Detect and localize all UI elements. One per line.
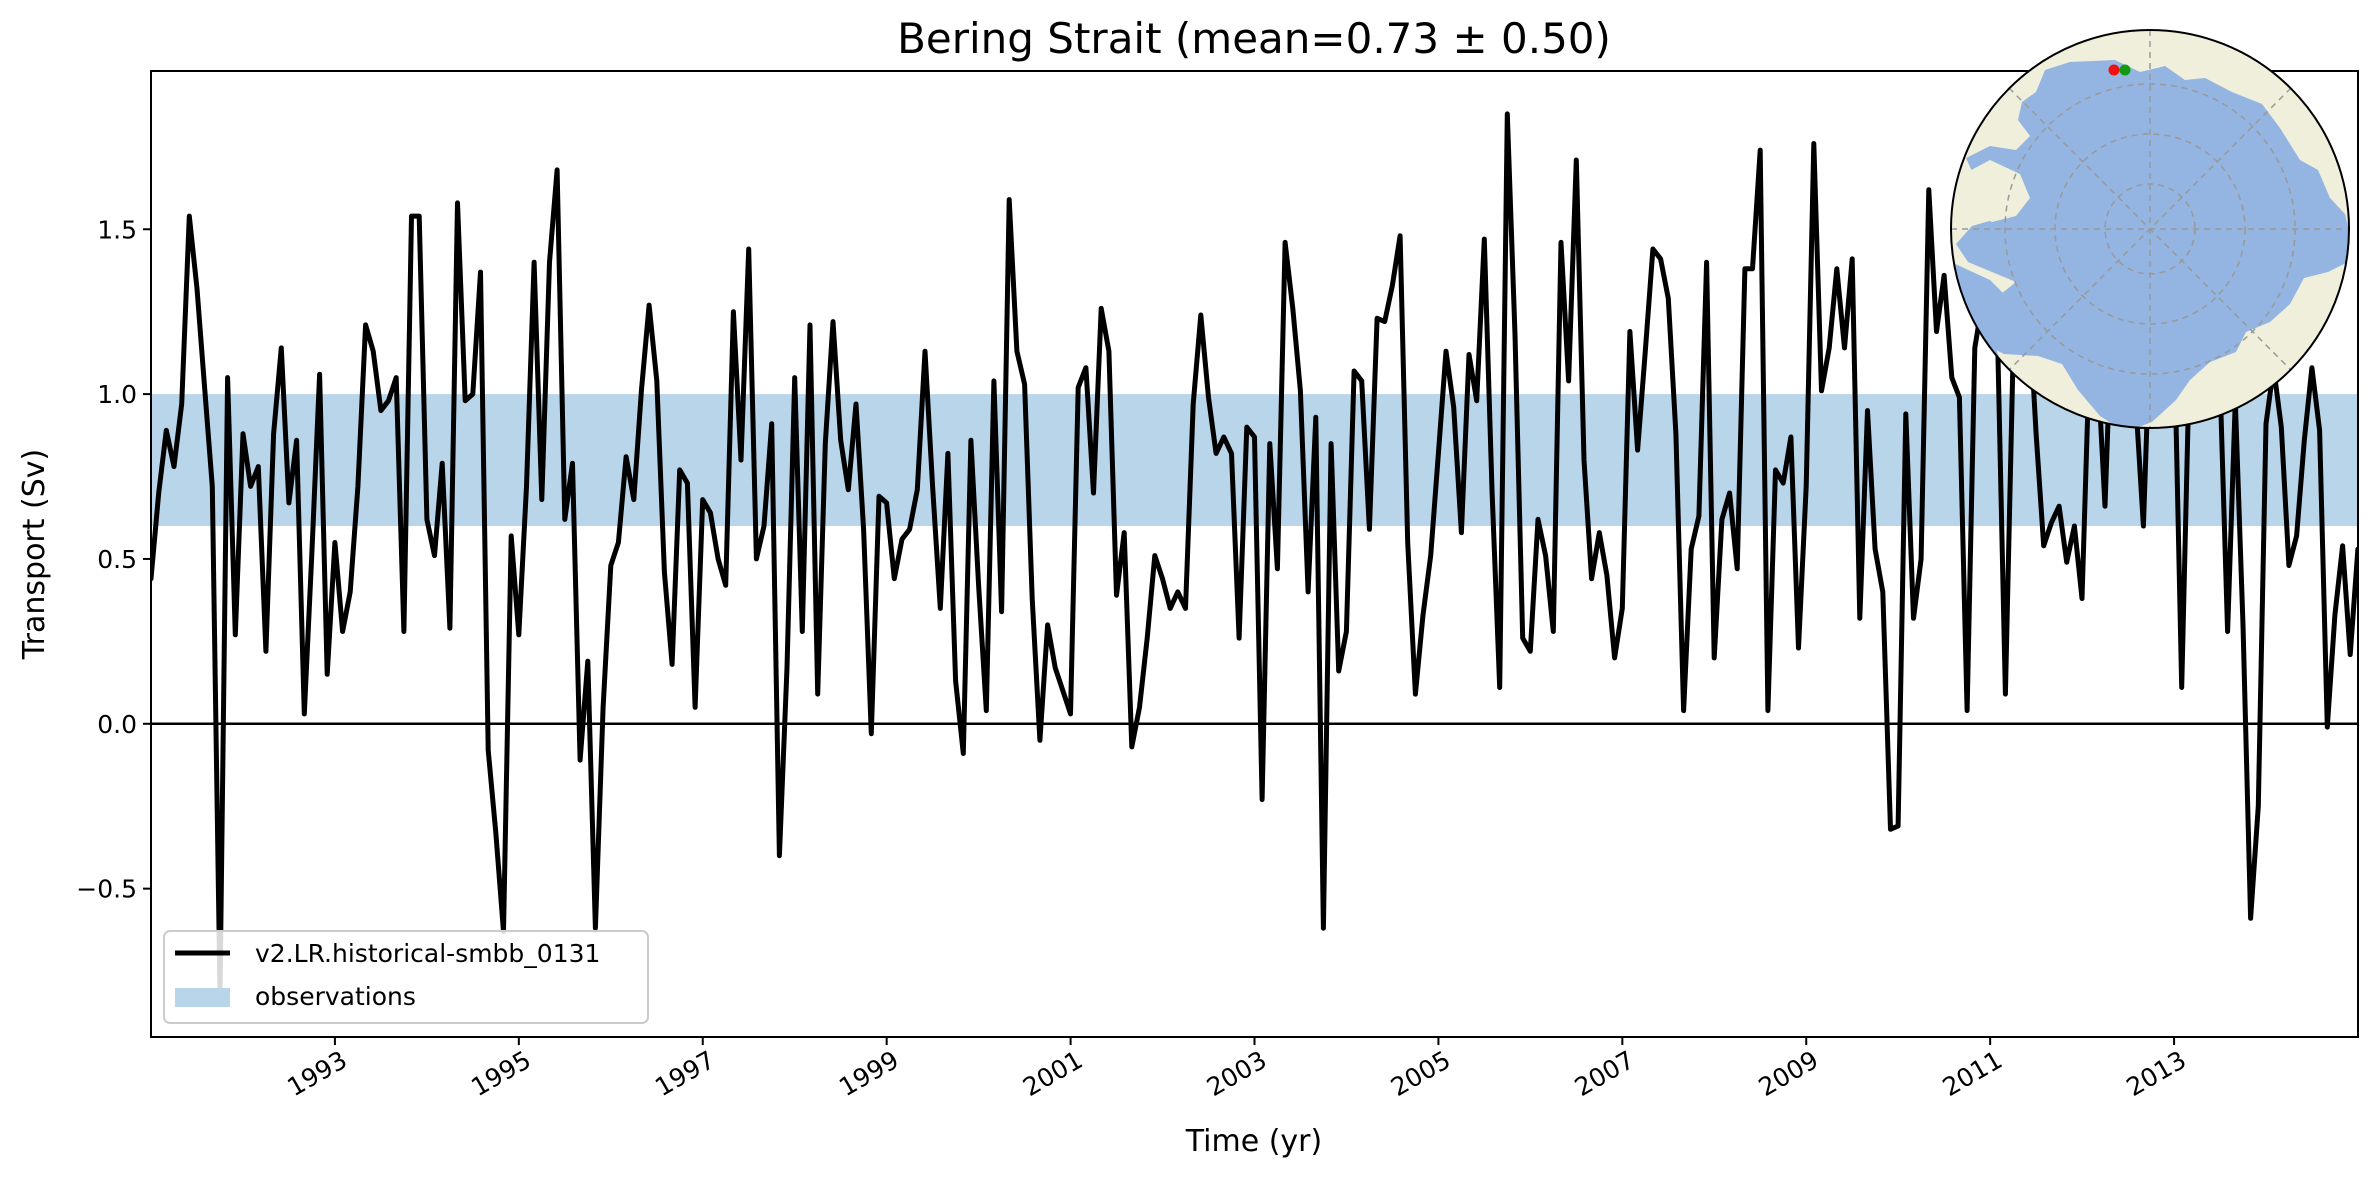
legend-band-swatch: [175, 988, 230, 1007]
y-axis-label: Transport (Sv): [17, 449, 52, 661]
chart-title: Bering Strait (mean=0.73 ± 0.50): [897, 14, 1611, 63]
legend: v2.LR.historical-smbb_0131 observations: [163, 930, 649, 1024]
x-tick-label: 2009: [1754, 1045, 1824, 1102]
x-tick-label: 1993: [282, 1045, 352, 1102]
arctic-ocean-shape: [1951, 60, 2349, 428]
legend-box: [163, 930, 649, 1024]
x-tick-label: 1999: [834, 1045, 904, 1102]
y-tick-label: 0.0: [97, 710, 137, 739]
greenland-shape: [1960, 160, 2030, 222]
x-axis-ticks: 1993 1995 1997 1999 2001 2003 2005 2007 2009 2011…: [282, 1037, 2191, 1102]
x-tick-label: 2003: [1202, 1045, 1272, 1102]
y-axis-ticks: −0.5 0.0 0.5 1.0 1.5: [76, 215, 151, 904]
x-tick-label: 1997: [650, 1045, 720, 1102]
map-border: [1950, 29, 2350, 429]
y-tick-label: 0.5: [97, 545, 137, 574]
y-tick-label: 1.0: [97, 380, 137, 409]
x-axis-label: Time (yr): [1185, 1124, 1322, 1159]
map-marker-section-end: [2119, 64, 2131, 76]
y-tick-label: 1.5: [97, 215, 137, 244]
inset-polar-map: [1950, 29, 2350, 429]
x-tick-label: 2013: [2121, 1045, 2191, 1102]
x-tick-label: 2007: [1570, 1045, 1640, 1102]
y-tick-label: −0.5: [76, 875, 137, 904]
x-tick-label: 1995: [466, 1045, 536, 1102]
legend-entry-observations: observations: [255, 982, 416, 1011]
x-tick-label: 2001: [1018, 1045, 1088, 1102]
x-tick-label: 2005: [1386, 1045, 1456, 1102]
legend-entry-series: v2.LR.historical-smbb_0131: [255, 939, 600, 968]
map-graticule: [1951, 30, 2349, 428]
map-marker-section-start: [2108, 64, 2120, 76]
x-tick-label: 2011: [1938, 1045, 2008, 1102]
